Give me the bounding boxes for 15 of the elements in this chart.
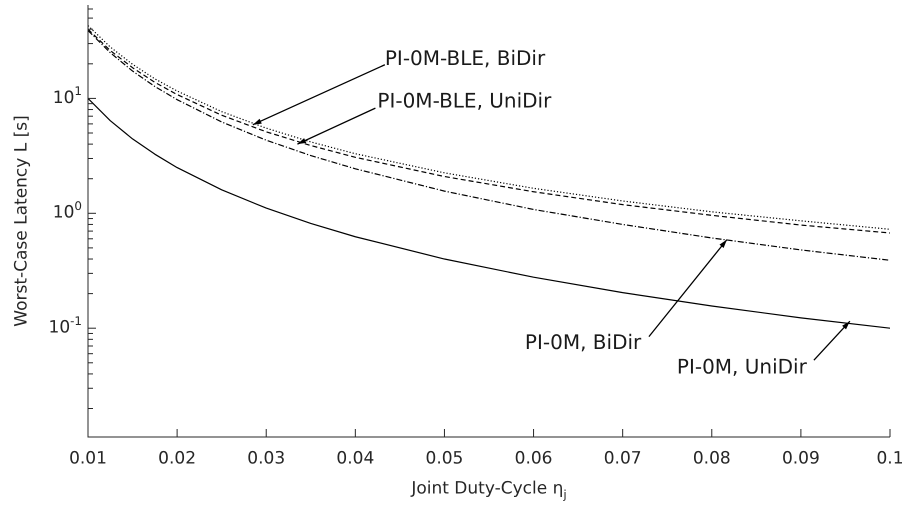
x-tick-label: 0.08 [692,448,731,468]
x-tick-label: 0.01 [69,448,107,468]
annotation: PI-0M-BLE, BiDir [384,46,546,70]
x-tick-label: 0.02 [158,448,196,468]
annotation: PI-0M, BiDir [524,330,642,354]
y-axis-title: Worst-Case Latency L [s] [11,115,32,327]
annotation: PI-0M-BLE, UniDir [377,88,552,112]
x-tick-label: 0.05 [426,448,464,468]
x-tick-label: 0.09 [782,448,820,468]
x-tick-label: 0.04 [336,448,374,468]
x-tick-label: 0.06 [514,448,552,468]
x-tick-label: 0.07 [604,448,642,468]
x-tick-label: 0.1 [876,448,904,468]
annotation: PI-0M, UniDir [676,354,808,378]
x-tick-label: 0.03 [247,448,286,468]
